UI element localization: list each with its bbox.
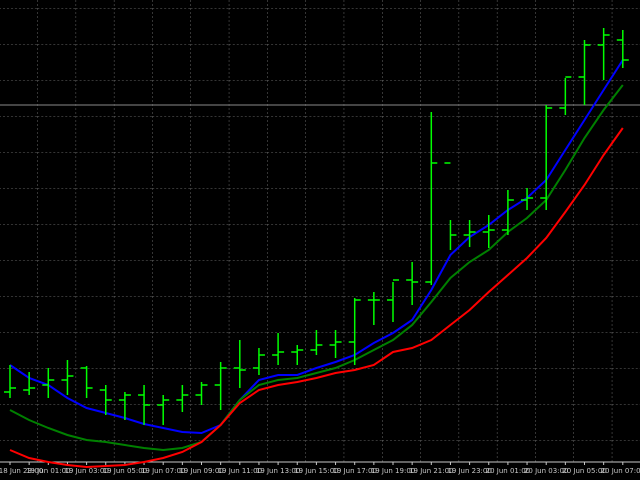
- x-tick-label: 19 Jun 23:00: [447, 467, 491, 475]
- x-tick-label: 20 Jun 01:00: [486, 467, 530, 475]
- x-tick-label: 19 Jun 05:00: [103, 467, 147, 475]
- x-tick-label: 20 Jun 05:00: [562, 467, 606, 475]
- x-tick-label: 19 Jun 01:00: [26, 467, 70, 475]
- x-tick-label: 19 Jun 07:00: [141, 467, 185, 475]
- moving-average-line: [9, 84, 624, 452]
- x-tick-label: 19 Jun 09:00: [179, 467, 223, 475]
- x-tick-label: 18 Jun 23:00: [0, 467, 43, 475]
- grid: [0, 0, 640, 462]
- x-tick-label: 19 Jun 11:00: [218, 467, 262, 475]
- moving-average-line: [9, 59, 624, 435]
- x-tick-label: 20 Jun 07:00: [601, 467, 640, 475]
- x-tick-label: 19 Jun 21:00: [409, 467, 453, 475]
- x-tick-label: 19 Jun 15:00: [294, 467, 338, 475]
- x-tick-label: 19 Jun 13:00: [256, 467, 300, 475]
- x-tick-label: 19 Jun 19:00: [371, 467, 415, 475]
- x-tick-label: 19 Jun 03:00: [64, 467, 108, 475]
- x-tick-label: 19 Jun 17:00: [332, 467, 376, 475]
- x-tick-label: 20 Jun 03:00: [524, 467, 568, 475]
- moving-average-line: [9, 127, 624, 469]
